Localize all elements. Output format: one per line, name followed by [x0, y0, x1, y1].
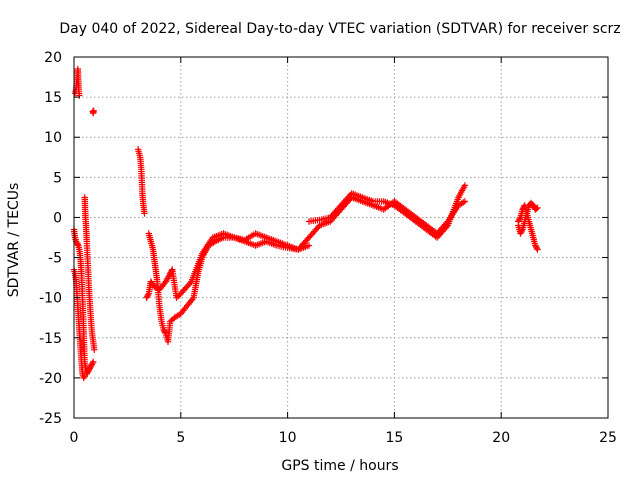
data-point [533, 245, 540, 252]
data-point [168, 267, 175, 275]
data-point [461, 182, 469, 189]
data-point [305, 242, 313, 249]
y-tick-label: -25 [39, 411, 62, 427]
y-tick-label: -15 [39, 331, 62, 347]
y-tick-label: 5 [53, 170, 62, 186]
data-point [74, 241, 81, 248]
x-tick-label: 15 [385, 430, 403, 446]
x-axis-label: GPS time / hours [281, 458, 398, 474]
data-point [516, 215, 523, 222]
data-point [534, 204, 541, 211]
x-tick-label: 0 [70, 430, 79, 446]
data-point [144, 291, 152, 299]
x-tick-label: 20 [492, 430, 510, 446]
data-points [70, 65, 541, 382]
chart-title: Day 040 of 2022, Sidereal Day-to-day VTE… [59, 21, 620, 37]
data-point [461, 198, 469, 205]
data-point [533, 205, 540, 212]
data-point [91, 346, 98, 353]
grid-lines [74, 57, 608, 418]
y-tick-label: 15 [44, 90, 62, 106]
data-point [89, 360, 96, 367]
data-point [443, 223, 450, 231]
data-point [518, 227, 525, 234]
y-tick-label: -5 [48, 251, 62, 267]
data-point [186, 279, 194, 287]
data-point [90, 107, 97, 114]
data-point [534, 246, 541, 253]
y-axis-label: SDTVAR / TECUs [6, 183, 22, 298]
x-tick-label: 5 [176, 430, 185, 446]
plot-frame [73, 56, 609, 419]
x-tick-label: 25 [599, 430, 617, 446]
data-point [81, 373, 88, 380]
data-point [76, 92, 83, 99]
y-tick-label: 20 [44, 50, 62, 66]
y-tick-label: 10 [44, 130, 62, 146]
x-tick-label: 10 [279, 430, 297, 446]
axis-ticks: 0 5 10 15 20 25 -25 -20 -15 -10 -5 0 5 10 15 20 [39, 50, 617, 446]
data-point [90, 358, 97, 365]
y-tick-label: -20 [39, 371, 62, 387]
data-point [141, 210, 148, 217]
y-tick-label: -10 [39, 291, 62, 307]
y-tick-label: 0 [53, 210, 62, 226]
